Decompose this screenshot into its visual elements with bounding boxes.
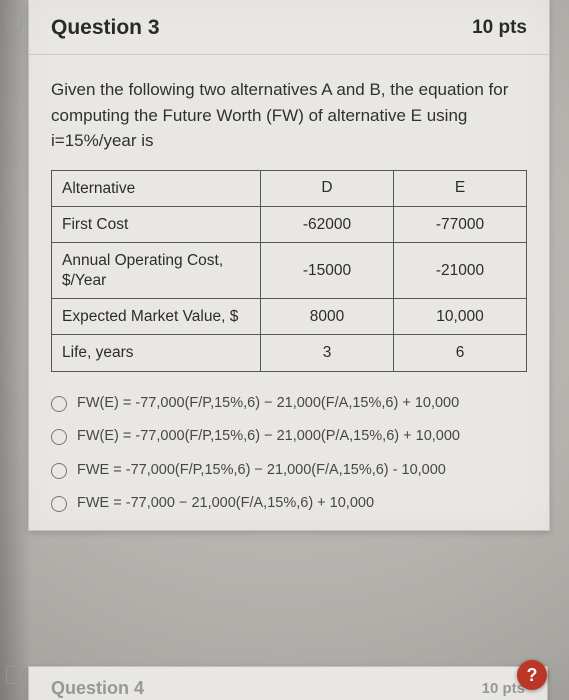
- radio-icon[interactable]: [51, 396, 67, 412]
- answer-option[interactable]: FWE = -77,000 − 21,000(F/A,15%,6) + 10,0…: [51, 494, 527, 514]
- table-cell: -77000: [394, 206, 527, 242]
- table-header-cell: Alternative: [52, 170, 261, 206]
- answer-options: FW(E) = -77,000(F/P,15%,6) − 21,000(F/A,…: [51, 394, 527, 514]
- table-row: Life, years 3 6: [52, 335, 527, 371]
- table-cell: -62000: [261, 206, 394, 242]
- next-question-card: Question 4 10 pts: [28, 666, 548, 700]
- table-cell: 6: [394, 335, 527, 371]
- table-cell: Expected Market Value, $: [52, 299, 261, 335]
- question-number: Question 3: [51, 16, 160, 40]
- radio-icon[interactable]: [51, 496, 67, 512]
- table-cell: 8000: [261, 299, 394, 335]
- table-cell: Annual Operating Cost, $/Year: [52, 243, 261, 299]
- next-question-label: Question 4: [51, 678, 144, 699]
- answer-option-text: FW(E) = -77,000(F/P,15%,6) − 21,000(P/A,…: [77, 427, 527, 447]
- table-row: Alternative D E: [52, 170, 527, 206]
- alternatives-table: Alternative D E First Cost -62000 -77000…: [51, 170, 527, 372]
- table-header-cell: D: [261, 170, 394, 206]
- question-marker-icon: [6, 12, 22, 32]
- answer-option[interactable]: FW(E) = -77,000(F/P,15%,6) − 21,000(P/A,…: [51, 427, 527, 447]
- question-body: Given the following two alternatives A a…: [29, 55, 549, 530]
- question-card: Question 3 10 pts Given the following tw…: [28, 0, 550, 531]
- table-cell: 3: [261, 335, 394, 371]
- question-prompt: Given the following two alternatives A a…: [51, 77, 527, 154]
- table-row: Annual Operating Cost, $/Year -15000 -21…: [52, 243, 527, 299]
- radio-icon[interactable]: [51, 463, 67, 479]
- answer-option-text: FWE = -77,000 − 21,000(F/A,15%,6) + 10,0…: [77, 494, 527, 514]
- table-row: First Cost -62000 -77000: [52, 206, 527, 242]
- radio-icon[interactable]: [51, 429, 67, 445]
- table-cell: -15000: [261, 243, 394, 299]
- table-cell: 10,000: [394, 299, 527, 335]
- help-button[interactable]: ?: [517, 660, 547, 690]
- help-icon: ?: [527, 665, 538, 686]
- table-header-cell: E: [394, 170, 527, 206]
- table-cell: First Cost: [52, 206, 261, 242]
- answer-option-text: FWE = -77,000(F/P,15%,6) − 21,000(F/A,15…: [77, 461, 527, 481]
- question-points: 10 pts: [472, 17, 527, 39]
- answer-option[interactable]: FW(E) = -77,000(F/P,15%,6) − 21,000(F/A,…: [51, 394, 527, 414]
- question-marker-icon: [6, 666, 24, 684]
- table-cell: -21000: [394, 243, 527, 299]
- table-cell: Life, years: [52, 335, 261, 371]
- question-header: Question 3 10 pts: [29, 0, 549, 55]
- answer-option[interactable]: FWE = -77,000(F/P,15%,6) − 21,000(F/A,15…: [51, 461, 527, 481]
- answer-option-text: FW(E) = -77,000(F/P,15%,6) − 21,000(F/A,…: [77, 394, 527, 414]
- table-row: Expected Market Value, $ 8000 10,000: [52, 299, 527, 335]
